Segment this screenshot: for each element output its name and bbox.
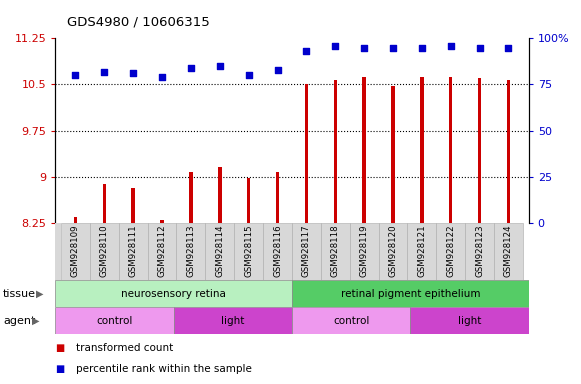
Bar <box>407 223 436 280</box>
Bar <box>391 86 394 223</box>
Bar <box>148 223 177 280</box>
Text: GSM928117: GSM928117 <box>302 224 311 277</box>
Bar <box>74 217 77 223</box>
Bar <box>363 77 366 223</box>
Point <box>128 70 138 76</box>
Text: GSM928121: GSM928121 <box>417 224 426 277</box>
Text: neurosensory retina: neurosensory retina <box>121 289 226 299</box>
Bar <box>292 223 321 280</box>
Point <box>71 72 80 78</box>
Bar <box>436 223 465 280</box>
Bar <box>247 179 250 223</box>
Text: GSM928120: GSM928120 <box>389 224 397 277</box>
Bar <box>420 77 424 223</box>
Text: GSM928123: GSM928123 <box>475 224 484 277</box>
Bar <box>174 307 292 334</box>
Text: control: control <box>333 316 370 326</box>
Bar <box>160 220 164 223</box>
Point <box>99 68 109 74</box>
Point <box>244 72 253 78</box>
Bar <box>494 223 523 280</box>
Point <box>331 43 340 49</box>
Text: GSM928109: GSM928109 <box>71 224 80 277</box>
Text: GSM928113: GSM928113 <box>187 224 195 277</box>
Bar <box>189 172 193 223</box>
Bar <box>61 223 90 280</box>
Bar <box>205 223 234 280</box>
Bar <box>465 223 494 280</box>
Point <box>187 65 196 71</box>
Text: percentile rank within the sample: percentile rank within the sample <box>76 364 252 374</box>
Text: retinal pigment epithelium: retinal pigment epithelium <box>340 289 480 299</box>
Text: GSM928110: GSM928110 <box>100 224 109 277</box>
Bar <box>410 307 529 334</box>
Bar <box>55 223 61 280</box>
Bar <box>119 223 148 280</box>
Bar <box>103 184 106 223</box>
Text: control: control <box>96 316 132 326</box>
Point <box>302 48 311 55</box>
Bar <box>379 223 407 280</box>
Text: GSM928122: GSM928122 <box>446 224 456 277</box>
Point <box>417 45 426 51</box>
Bar <box>507 80 510 223</box>
Text: GSM928111: GSM928111 <box>128 224 138 277</box>
Text: GSM928116: GSM928116 <box>273 224 282 277</box>
Bar <box>292 280 529 307</box>
Point <box>446 43 456 49</box>
Bar <box>218 167 221 223</box>
Text: GSM928124: GSM928124 <box>504 224 513 277</box>
Text: GSM928119: GSM928119 <box>360 224 368 277</box>
Point <box>504 45 513 51</box>
Text: ▶: ▶ <box>36 289 44 299</box>
Text: GSM928118: GSM928118 <box>331 224 340 277</box>
Point <box>157 74 167 80</box>
Text: GSM928114: GSM928114 <box>216 224 224 277</box>
Text: light: light <box>458 316 481 326</box>
Bar <box>304 84 308 223</box>
Text: transformed count: transformed count <box>76 343 173 353</box>
Bar <box>131 188 135 223</box>
Text: GSM928115: GSM928115 <box>244 224 253 277</box>
Bar <box>90 223 119 280</box>
Bar <box>55 280 292 307</box>
Text: ■: ■ <box>55 364 64 374</box>
Text: agent: agent <box>3 316 35 326</box>
Bar <box>55 307 174 334</box>
Bar <box>449 77 453 223</box>
Bar <box>276 172 279 223</box>
Text: GSM928112: GSM928112 <box>157 224 167 277</box>
Text: GDS4980 / 10606315: GDS4980 / 10606315 <box>67 16 210 29</box>
Bar <box>321 223 350 280</box>
Point <box>475 45 485 51</box>
Text: light: light <box>221 316 245 326</box>
Point <box>360 45 369 51</box>
Text: tissue: tissue <box>3 289 36 299</box>
Bar <box>478 78 482 223</box>
Bar <box>333 79 337 223</box>
Point <box>273 67 282 73</box>
Text: ▶: ▶ <box>32 316 40 326</box>
Point <box>215 63 224 69</box>
Bar <box>234 223 263 280</box>
Bar <box>292 307 410 334</box>
Bar <box>263 223 292 280</box>
Bar <box>350 223 379 280</box>
Bar <box>177 223 205 280</box>
Point <box>388 45 397 51</box>
Text: ■: ■ <box>55 343 64 353</box>
